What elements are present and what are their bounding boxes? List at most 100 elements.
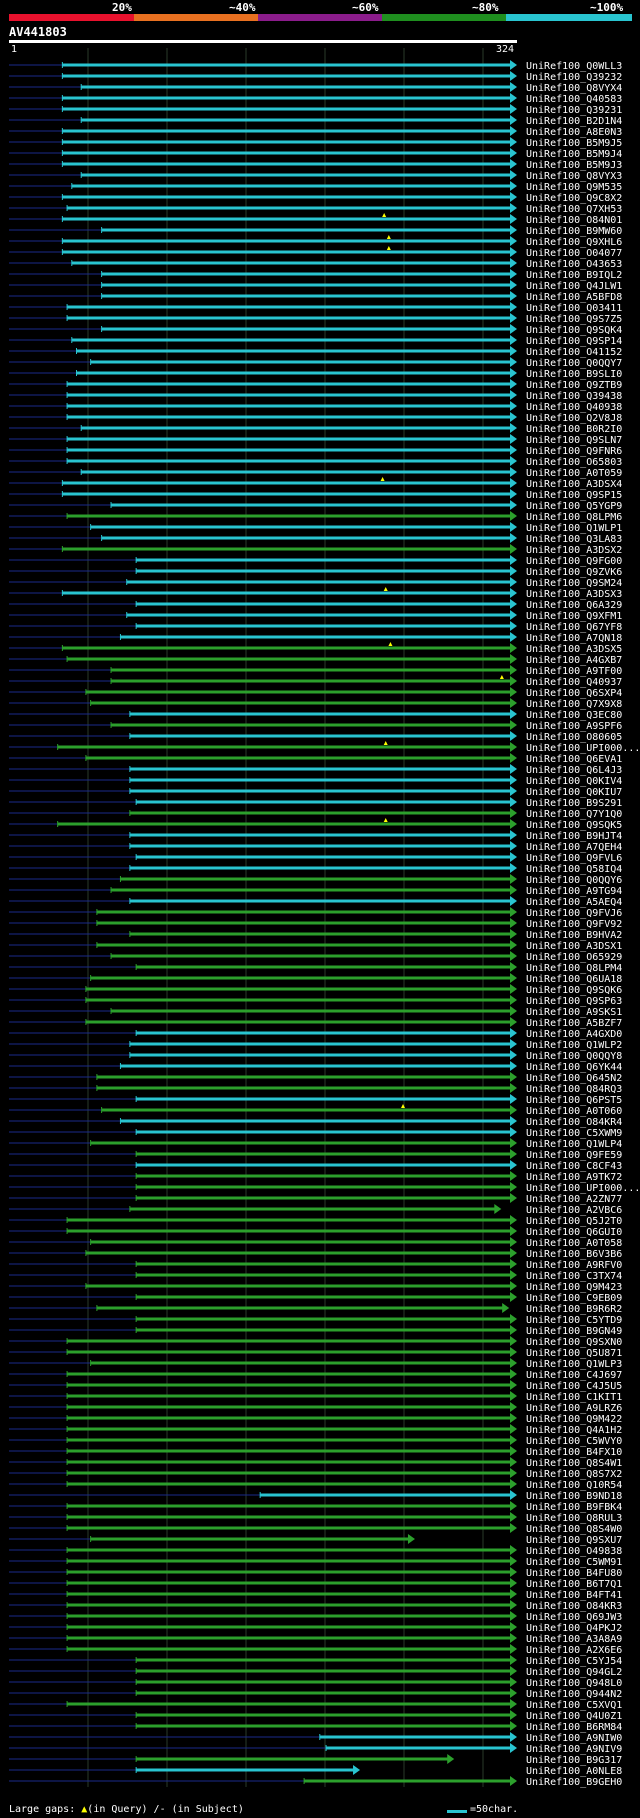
hit-arrow: [510, 170, 517, 180]
hit-arrow: [510, 1699, 517, 1709]
hit-arrow: [510, 753, 517, 763]
hit-arrow: [510, 797, 517, 807]
hit-label: UniRef100_A9LRZ6: [526, 1403, 622, 1414]
hit-label: UniRef100_C5XVQ1: [526, 1700, 622, 1711]
hit-label: UniRef100_B9GN49: [526, 1326, 622, 1337]
hit-arrow: [510, 280, 517, 290]
hit-label: UniRef100_Q9ZVK6: [526, 567, 622, 578]
hit-arrow: [510, 1435, 517, 1445]
hit-label: UniRef100_Q3EC80: [526, 710, 622, 721]
query-end-label: 324: [496, 44, 515, 55]
hit-arrow: [510, 918, 517, 928]
hit-label: UniRef100_Q1WLP2: [526, 1040, 622, 1051]
hit-label: UniRef100_Q8LPM6: [526, 512, 622, 523]
hit-arrow: [510, 1479, 517, 1489]
hit-arrow: [510, 302, 517, 312]
hit-label: UniRef100_UPI000...: [526, 743, 640, 754]
legend-label-60: ~60%: [352, 1, 379, 14]
hit-arrow: [510, 1567, 517, 1577]
hit-label: UniRef100_B9FBK4: [526, 1502, 622, 1513]
hit-label: UniRef100_Q6A329: [526, 600, 622, 611]
hit-arrow: [510, 1633, 517, 1643]
hit-arrow: [510, 82, 517, 92]
hit-label: UniRef100_Q0QQY6: [526, 875, 622, 886]
hit-arrow: [510, 489, 517, 499]
hit-arrow: [510, 1281, 517, 1291]
hit-label: UniRef100_Q9M423: [526, 1282, 622, 1293]
hit-label: UniRef100_A2X6E6: [526, 1645, 622, 1656]
hit-label: UniRef100_Q9SQK5: [526, 820, 622, 831]
hit-label: UniRef100_A9SPF6: [526, 721, 622, 732]
hit-label: UniRef100_A9TF00: [526, 666, 622, 677]
hit-arrow: [510, 808, 517, 818]
hit-arrow: [510, 632, 517, 642]
hit-label: UniRef100_A3A8A9: [526, 1634, 622, 1645]
hit-label: UniRef100_A9TG94: [526, 886, 622, 897]
hit-arrow: [510, 1138, 517, 1148]
hit-arrow: [510, 511, 517, 521]
hit-label: UniRef100_A3DSX4: [526, 479, 622, 490]
hit-arrow: [510, 863, 517, 873]
hit-label: UniRef100_C8CF43: [526, 1161, 622, 1172]
hit-arrow: [510, 225, 517, 235]
hit-label: UniRef100_A9TK72: [526, 1172, 622, 1183]
hit-arrow: [510, 786, 517, 796]
hit-label: UniRef100_Q645N2: [526, 1073, 622, 1084]
hit-label: UniRef100_A3DSX1: [526, 941, 622, 952]
hit-arrow: [510, 1347, 517, 1357]
hit-arrow: [510, 1468, 517, 1478]
hit-arrow: [510, 401, 517, 411]
gap-marker: [499, 675, 504, 679]
hit-arrow: [510, 1501, 517, 1511]
hit-arrow: [510, 1490, 517, 1500]
hit-label: UniRef100_Q67YF8: [526, 622, 622, 633]
hit-label: UniRef100_A3DSX2: [526, 545, 622, 556]
hit-arrow: [510, 951, 517, 961]
in-subject-label: /- (in Subject): [153, 1804, 244, 1815]
hit-label: UniRef100_C4J697: [526, 1370, 622, 1381]
hit-arrow: [510, 1369, 517, 1379]
hit-arrow: [510, 203, 517, 213]
hit-arrow: [510, 1545, 517, 1555]
hit-label: UniRef100_B5M9J3: [526, 160, 622, 171]
hit-label: UniRef100_C3TX74: [526, 1271, 622, 1282]
hit-label: UniRef100_C5YJ54: [526, 1656, 622, 1667]
hit-arrow: [510, 1094, 517, 1104]
header: 20% ~40% ~60% ~80% ~100% AV441803 1 324: [0, 0, 640, 60]
hit-label: UniRef100_O49838: [526, 1546, 622, 1557]
hit-label: UniRef100_Q2V8J8: [526, 413, 622, 424]
hit-label: UniRef100_O84KR3: [526, 1601, 622, 1612]
hit-arrow: [510, 1600, 517, 1610]
hit-label: UniRef100_Q9FE59: [526, 1150, 622, 1161]
hit-arrow: [510, 764, 517, 774]
hit-arrow: [510, 258, 517, 268]
hit-label: UniRef100_C1KIT1: [526, 1392, 622, 1403]
hit-label: UniRef100_Q8LPM4: [526, 963, 622, 974]
hit-arrow: [510, 1171, 517, 1181]
hit-label: UniRef100_O65929: [526, 952, 622, 963]
gap-marker: [383, 741, 388, 745]
hit-arrow: [510, 181, 517, 191]
hit-arrow: [510, 192, 517, 202]
hit-label: UniRef100_B6T7Q1: [526, 1579, 622, 1590]
hit-arrow: [510, 654, 517, 664]
hit-arrow: [510, 841, 517, 851]
hit-arrow: [510, 1292, 517, 1302]
hit-label: UniRef100_Q3LA83: [526, 534, 622, 545]
hit-arrow: [510, 1402, 517, 1412]
hit-arrow: [510, 1149, 517, 1159]
hit-label: UniRef100_Q4A1H2: [526, 1425, 622, 1436]
hit-arrow: [510, 687, 517, 697]
hit-arrow: [510, 478, 517, 488]
hit-label: UniRef100_B9MW60: [526, 226, 622, 237]
hit-arrow: [510, 962, 517, 972]
hit-arrow: [510, 456, 517, 466]
hit-label: UniRef100_A9RFV0: [526, 1260, 622, 1271]
hit-arrow: [510, 346, 517, 356]
hit-label: UniRef100_Q6SXP4: [526, 688, 622, 699]
hit-label: UniRef100_B4FU80: [526, 1568, 622, 1579]
hit-label: UniRef100_Q8S4W0: [526, 1524, 622, 1535]
hit-label: UniRef100_Q9FV92: [526, 919, 622, 930]
hit-label: UniRef100_Q9SP14: [526, 336, 622, 347]
hit-arrow: [494, 1204, 502, 1214]
